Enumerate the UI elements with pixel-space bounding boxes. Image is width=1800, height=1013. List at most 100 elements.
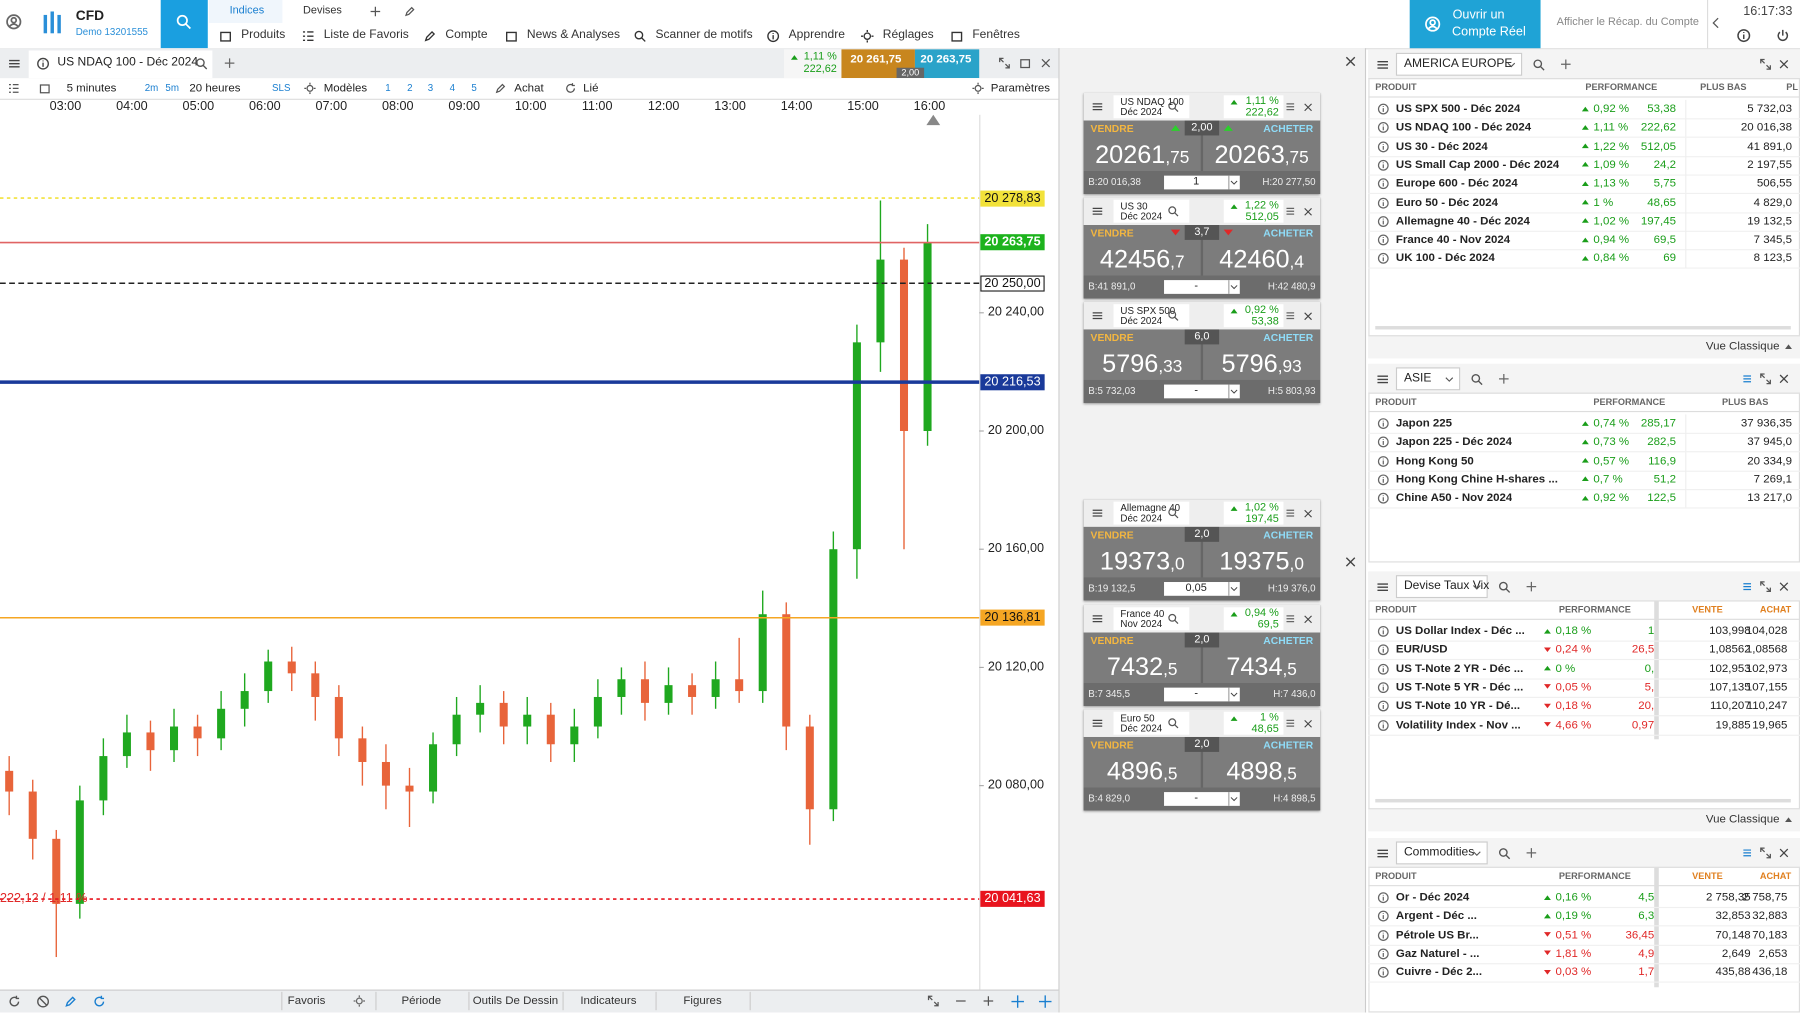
- row-rule[interactable]: [1368, 659, 1800, 661]
- menu-item[interactable]: Liste de Favoris: [323, 27, 409, 42]
- chev-icon[interactable]: [1229, 387, 1238, 396]
- slot[interactable]: 2: [407, 81, 413, 94]
- row-rule[interactable]: [1368, 488, 1800, 491]
- search-icon[interactable]: [1167, 507, 1179, 519]
- chev-icon[interactable]: [1229, 178, 1238, 187]
- chev-icon[interactable]: [1229, 282, 1238, 291]
- menu-icon[interactable]: [7, 57, 20, 70]
- row-rule[interactable]: [1368, 451, 1800, 453]
- close-icon[interactable]: [1778, 59, 1789, 70]
- box-icon[interactable]: [505, 29, 518, 42]
- tile-buy-half[interactable]: [1203, 329, 1321, 380]
- qty-input[interactable]: [1164, 687, 1229, 702]
- menu-icon[interactable]: [1092, 205, 1103, 216]
- expand-icon[interactable]: [1760, 373, 1771, 385]
- pen-icon[interactable]: [423, 29, 436, 42]
- row-rule[interactable]: [1368, 507, 1800, 509]
- search-icon[interactable]: [633, 29, 646, 42]
- tile-sell-half[interactable]: [1083, 329, 1201, 380]
- menu-icon[interactable]: [1376, 580, 1389, 593]
- row-rule[interactable]: [1368, 267, 1800, 270]
- info-icon[interactable]: [1377, 215, 1389, 227]
- range[interactable]: 20 heures: [189, 82, 241, 95]
- info-icon[interactable]: [1377, 948, 1389, 960]
- chev-icon[interactable]: [1229, 690, 1238, 699]
- row-rule[interactable]: [1368, 677, 1800, 680]
- watchlist-select[interactable]: [1395, 575, 1488, 599]
- buy-box[interactable]: [914, 49, 980, 79]
- qty-input[interactable]: [1164, 792, 1229, 806]
- qty-dropdown[interactable]: [1228, 280, 1240, 294]
- info-icon[interactable]: [1377, 493, 1389, 504]
- grip-icon[interactable]: [1741, 847, 1752, 858]
- row-rule[interactable]: [1368, 432, 1800, 434]
- close-icon[interactable]: [1302, 508, 1312, 518]
- search-icon[interactable]: [1167, 310, 1179, 321]
- slot[interactable]: 5: [471, 81, 477, 94]
- bottom-tool[interactable]: Indicateurs: [580, 994, 637, 1008]
- grip-icon[interactable]: [1285, 717, 1296, 728]
- view-toggle[interactable]: Vue Classique: [1705, 340, 1780, 353]
- info-icon[interactable]: [1377, 700, 1389, 712]
- search-icon[interactable]: [1532, 58, 1545, 71]
- qty-dropdown[interactable]: [1228, 792, 1240, 806]
- product-name[interactable]: Allemagne 40 - Déc 2024: [1395, 215, 1530, 228]
- info-icon[interactable]: [1377, 159, 1389, 171]
- menu-item[interactable]: Produits: [241, 27, 286, 42]
- box-icon[interactable]: [950, 29, 963, 42]
- close-icon[interactable]: [1302, 206, 1312, 216]
- watchlist-select[interactable]: [1395, 841, 1488, 865]
- product-name[interactable]: US T-Note 2 YR - Déc ...: [1395, 662, 1524, 676]
- gear-icon[interactable]: [304, 82, 316, 95]
- info-icon[interactable]: [1377, 911, 1389, 922]
- close-icon[interactable]: [1302, 614, 1312, 624]
- chev-icon[interactable]: [1471, 848, 1481, 858]
- templates[interactable]: Modèles: [323, 82, 368, 95]
- tile-buy-half[interactable]: [1203, 224, 1321, 276]
- bottom-tool[interactable]: Outils De Dessin: [472, 994, 559, 1008]
- grip-icon[interactable]: [1285, 205, 1296, 216]
- plus-icon[interactable]: [1526, 847, 1537, 858]
- info-icon[interactable]: [1737, 29, 1751, 43]
- pen-icon[interactable]: [404, 6, 415, 17]
- row-rule[interactable]: [1368, 230, 1800, 232]
- info-icon[interactable]: [36, 57, 49, 70]
- interval[interactable]: 5 minutes: [66, 82, 117, 95]
- menu-item[interactable]: Fenêtres: [972, 27, 1020, 42]
- tab[interactable]: Devises: [303, 4, 342, 17]
- expand-icon[interactable]: [999, 57, 1010, 69]
- product-name[interactable]: EUR/USD: [1395, 643, 1448, 657]
- info-icon[interactable]: [1377, 178, 1389, 190]
- info-icon[interactable]: [1377, 234, 1389, 246]
- qty-input[interactable]: [1164, 384, 1229, 399]
- search-icon[interactable]: [1498, 847, 1511, 860]
- product-name[interactable]: US T-Note 10 YR - Dé...: [1395, 699, 1521, 713]
- account-summary[interactable]: Afficher le Récap. du Compte: [1556, 15, 1699, 29]
- row-rule[interactable]: [1368, 249, 1800, 251]
- pen-icon[interactable]: [64, 995, 77, 1008]
- user-icon[interactable]: [1425, 16, 1441, 32]
- row-rule[interactable]: [1368, 118, 1800, 120]
- slot[interactable]: 3: [427, 81, 434, 94]
- product-name[interactable]: Europe 600 - Déc 2024: [1395, 177, 1518, 191]
- tile-buy-half[interactable]: [1203, 526, 1321, 578]
- plus-icon[interactable]: [983, 995, 994, 1006]
- info-icon[interactable]: [1377, 663, 1389, 675]
- list-icon[interactable]: [301, 29, 314, 42]
- tile-sell-half[interactable]: [1083, 736, 1201, 788]
- product-name[interactable]: Gaz Naturel - ...: [1395, 947, 1480, 961]
- plus-icon[interactable]: [370, 6, 381, 17]
- qty-dropdown[interactable]: [1228, 384, 1240, 399]
- close-icon[interactable]: [1778, 847, 1789, 858]
- qty-dropdown[interactable]: [1228, 687, 1240, 702]
- refresh-icon[interactable]: [565, 83, 576, 94]
- product-name[interactable]: Cuivre - Déc 2...: [1395, 966, 1483, 979]
- menu-icon[interactable]: [1376, 847, 1389, 860]
- close-icon[interactable]: [1040, 57, 1051, 68]
- product-name[interactable]: Japon 225 - Déc 2024: [1395, 435, 1513, 449]
- info-icon[interactable]: [1377, 682, 1389, 693]
- slot[interactable]: 1: [385, 81, 391, 94]
- watchlist-select[interactable]: [1395, 367, 1461, 391]
- menu-item[interactable]: Apprendre: [788, 27, 845, 42]
- bottom-tool[interactable]: Figures: [683, 994, 722, 1008]
